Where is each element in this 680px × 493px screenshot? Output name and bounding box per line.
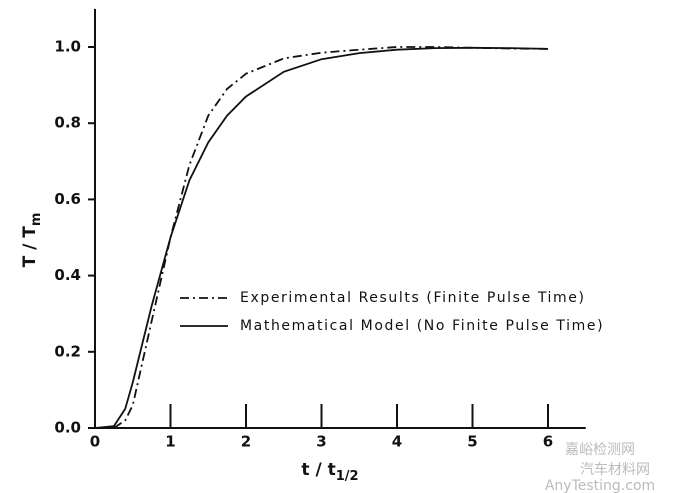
y-tick-label: 0.2 <box>54 342 81 360</box>
x-label-sub: 1/2 <box>336 469 359 484</box>
y-label-sub: m <box>29 213 44 227</box>
x-tick-label: 4 <box>392 433 402 451</box>
watermark: 汽车材料网 <box>580 461 650 478</box>
x-tick-label: 2 <box>241 433 251 451</box>
x-label-main: t / t <box>301 460 335 480</box>
y-tick-label: 0.6 <box>54 190 81 208</box>
x-tick-label: 3 <box>316 433 326 451</box>
watermark: 嘉峪检测网 <box>565 442 635 458</box>
y-tick-label: 0.0 <box>54 419 81 437</box>
watermark: AnyTesting.com <box>545 478 655 493</box>
legend-label: Experimental Results (Finite Pulse Time) <box>240 290 586 306</box>
x-axis-label: t / t1/2 <box>301 460 358 484</box>
series-line <box>94 46 549 429</box>
y-axis-label: T / Tm <box>20 213 44 268</box>
y-tick-label: 0.8 <box>54 114 81 132</box>
y-tick-label: 0.4 <box>54 266 81 284</box>
series-line <box>95 46 549 429</box>
x-tick-label: 0 <box>90 433 100 451</box>
x-tick-label: 1 <box>165 433 175 451</box>
y-tick-label: 1.0 <box>54 38 81 56</box>
legend-label: Mathematical Model (No Finite Pulse Time… <box>240 318 604 334</box>
y-label-main: T / T <box>20 226 40 268</box>
x-tick-label: 5 <box>467 433 477 451</box>
x-tick-label: 6 <box>543 433 553 451</box>
